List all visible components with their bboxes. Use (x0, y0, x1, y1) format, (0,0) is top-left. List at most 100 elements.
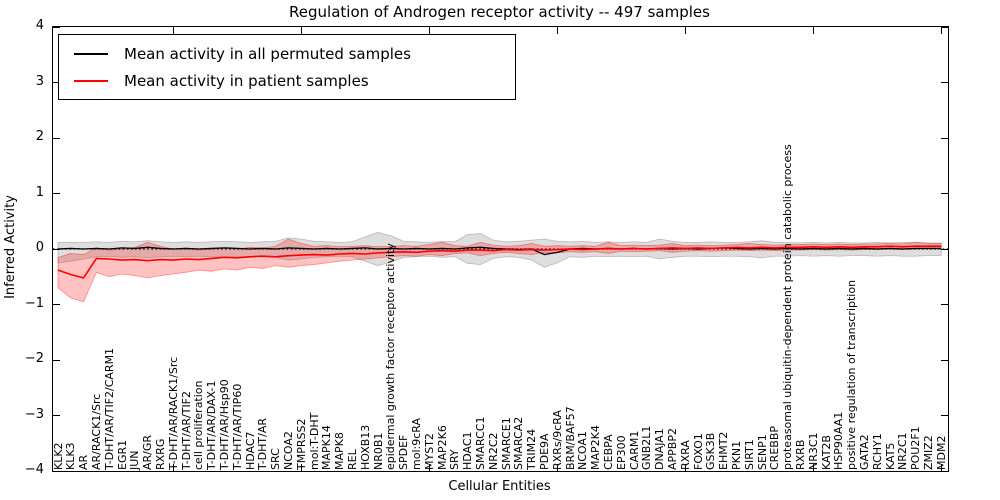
x-category-label: proteasomal ubiquitin-dependent protein … (781, 144, 795, 470)
x-category-label: RCHY1 (870, 433, 884, 470)
y-major-tick (53, 193, 60, 194)
x-category-label: T-DHT/AR/DAX-1 (205, 380, 219, 470)
y-major-tick (53, 415, 60, 416)
y-major-tick (53, 359, 60, 361)
x-category-label: epidermal growth factor receptor activit… (384, 243, 398, 470)
legend: Mean activity in all permuted samples Me… (58, 34, 516, 100)
x-category-label: KLK3 (64, 442, 78, 470)
x-category-label: PDE9A (537, 433, 551, 470)
permuted-mean-line (57, 246, 942, 256)
y-tick-label: 2 (35, 129, 44, 144)
y-tick-label: −3 (24, 406, 44, 422)
x-category-label: HSP90AA1 (832, 411, 846, 470)
x-category-label: BRM/BAF57 (563, 406, 577, 470)
y-major-tick (941, 470, 948, 472)
x-category-label: SRY (448, 449, 462, 470)
x-major-tick (556, 27, 558, 34)
x-category-label: positive regulation of transcription (845, 279, 859, 470)
legend-line-patient-icon (74, 79, 108, 82)
y-tick-label: 1 (35, 184, 44, 200)
x-category-label: HDAC7 (243, 431, 257, 470)
chart-title: Regulation of Androgen receptor activity… (289, 3, 710, 21)
x-axis-title: Cellular Entities (448, 479, 551, 494)
y-tick-label: −4 (24, 462, 44, 477)
x-category-label: TRIM24 (525, 428, 539, 470)
x-category-label: KAT5 (883, 442, 897, 470)
x-category-label: RXRG (153, 438, 167, 470)
x-category-label: EP300 (614, 435, 628, 470)
x-category-label: HDAC1 (461, 431, 475, 470)
x-category-label: NR0B1 (371, 432, 385, 470)
x-category-label: SRC (269, 448, 283, 470)
x-category-label: SPDEF (397, 434, 411, 470)
x-major-tick (172, 27, 174, 34)
y-major-tick (941, 26, 948, 28)
x-major-tick (812, 27, 814, 34)
x-category-label: KAT2B (819, 435, 833, 470)
x-category-label: GSK3B (704, 432, 718, 470)
x-category-label: SMARCA2 (512, 416, 526, 470)
x-category-label: RXRA (678, 440, 692, 470)
x-category-label: T-DHT/AR/TIP60 (230, 383, 244, 470)
x-category-label: CARM1 (627, 430, 641, 470)
legend-line-permuted-icon (74, 52, 108, 55)
x-category-label: RXRB (793, 439, 807, 470)
patient-mean-line (57, 245, 942, 279)
x-category-label: SENP1 (755, 434, 769, 470)
x-category-label: REL (345, 449, 359, 470)
legend-label-patient: Mean activity in patient samples (124, 71, 369, 90)
x-major-tick (940, 464, 942, 471)
x-category-label: POU2F1 (909, 426, 923, 470)
x-category-label: CEBPA (601, 434, 615, 470)
x-category-label: EGR1 (115, 439, 129, 470)
y-major-tick (941, 415, 948, 416)
x-category-label: NR3C1 (806, 432, 820, 470)
x-category-label: AR (77, 454, 91, 470)
x-major-tick (684, 464, 686, 471)
x-category-label: MAPK8 (333, 432, 347, 470)
y-major-tick (53, 248, 60, 250)
y-major-tick (53, 26, 60, 28)
x-category-label: KLK2 (51, 442, 65, 470)
x-category-label: NCOA1 (576, 431, 590, 470)
x-category-label: MAP2K6 (435, 425, 449, 470)
x-major-tick (300, 27, 302, 34)
y-tick-label: 0 (35, 240, 44, 255)
x-category-label: HOXB13 (358, 424, 372, 470)
x-category-label: PKN1 (729, 440, 743, 470)
x-major-tick (556, 464, 558, 471)
chart-canvas (53, 231, 948, 303)
y-major-tick (53, 82, 60, 83)
x-category-label: SIRT1 (742, 439, 756, 470)
y-major-tick (941, 193, 948, 194)
y-major-tick (941, 137, 948, 139)
legend-row-patient: Mean activity in patient samples (59, 67, 515, 94)
x-major-tick (172, 464, 174, 471)
x-major-tick (940, 27, 942, 34)
y-major-tick (53, 137, 60, 139)
x-category-label: NR2C2 (486, 432, 500, 470)
x-category-label: cell proliferation (192, 380, 206, 470)
x-category-label: ZMIZ2 (921, 435, 935, 470)
x-category-label: JUN (128, 450, 142, 470)
x-category-label: RXRs/9cRA (550, 409, 564, 470)
x-category-label: EHMT2 (717, 431, 731, 470)
x-category-label: AR/GR (141, 434, 155, 470)
x-category-label: SMARCE1 (499, 417, 513, 470)
y-tick-label: −2 (24, 351, 44, 366)
y-major-tick (941, 248, 948, 250)
x-category-label: T-DHT/AR/RACK1/Src (166, 356, 180, 470)
x-category-label: CREBBP (768, 426, 782, 470)
x-category-label: T-DHT/AR (256, 417, 270, 470)
x-category-label: TMPRSS2 (294, 418, 308, 470)
x-category-label: T-DHT/AR/TIF2/CARM1 (102, 347, 116, 470)
x-category-label: GNB2L1 (640, 425, 654, 470)
plot-area: KLK2 KLK3 AR AR/RACK1/Src T-DHT/AR/TIF2/CARM… (52, 26, 949, 472)
x-category-label: MYST2 (422, 433, 436, 470)
y-tick-label: 4 (35, 18, 44, 33)
x-category-label: SMARCC1 (473, 416, 487, 470)
x-category-label: MAP2K4 (589, 425, 603, 470)
x-major-tick (300, 464, 302, 471)
x-category-label: T-DHT/AR/TIF2 (179, 390, 193, 470)
x-category-label: APPBP2 (665, 428, 679, 470)
